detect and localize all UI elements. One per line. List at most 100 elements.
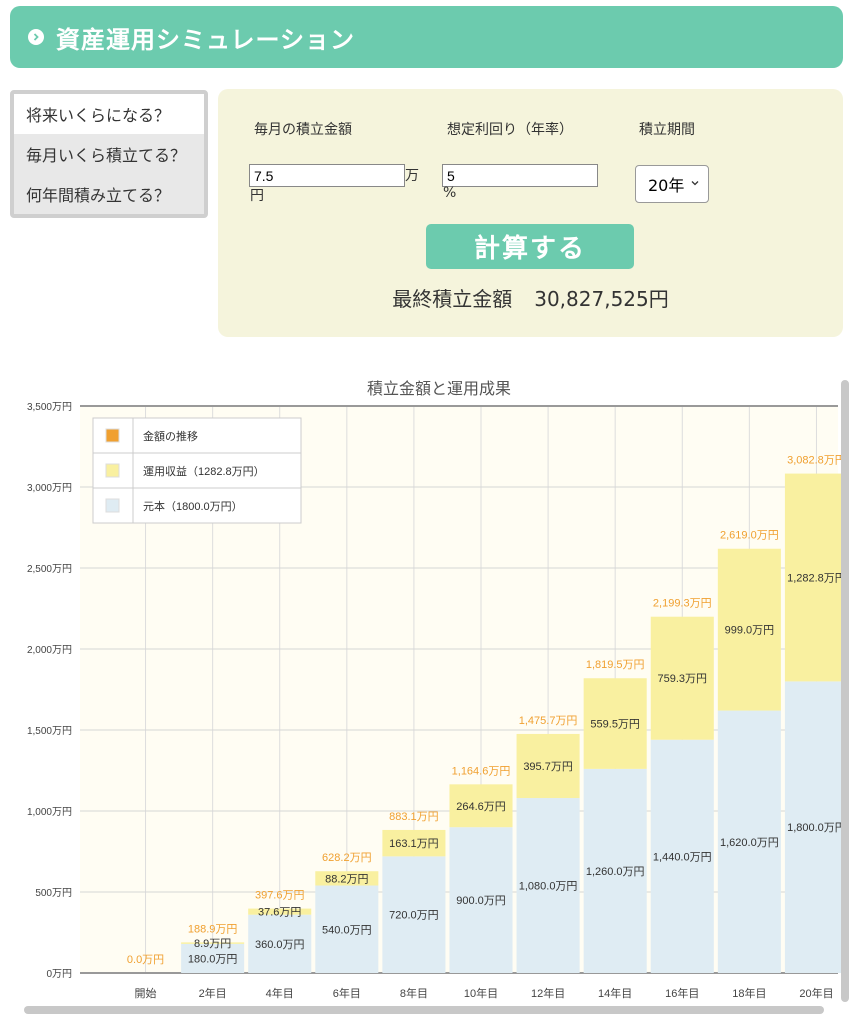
bar-label-principal: 1,800.0万円 [787, 822, 846, 834]
rate-input[interactable] [442, 164, 598, 187]
bar-label-total: 3,082.8万円 [787, 455, 846, 467]
legend-label: 運用収益（1282.8万円） [143, 464, 265, 478]
vertical-scrollbar[interactable] [841, 380, 849, 1002]
x-tick-label: 16年目 [665, 986, 699, 1000]
y-tick-label: 3,500万円 [27, 402, 72, 413]
bar-gain [583, 678, 647, 769]
bar-label-gain: 264.6万円 [456, 801, 506, 813]
bar-principal [181, 943, 245, 973]
tab-period[interactable]: 何年間積み立てる？ [26, 186, 171, 205]
bar-gain [717, 548, 781, 711]
bar-label-total: 1,475.7万円 [519, 715, 578, 727]
period-select-value: 20年 [648, 176, 685, 195]
bar-gain [650, 616, 714, 740]
bar-label-principal: 1,260.0万円 [586, 866, 645, 878]
y-tick-label: 1,000万円 [27, 807, 72, 818]
bar-gain [449, 784, 513, 828]
bar-principal [248, 914, 312, 973]
bar-label-total: 2,619.0万円 [720, 530, 779, 542]
bar-label-principal: 1,440.0万円 [653, 851, 712, 863]
chevron-down-icon [691, 181, 699, 186]
bar-principal [583, 768, 647, 973]
x-tick-label: 6年目 [333, 986, 361, 1000]
page-title: 資産運用シミュレーション [56, 25, 356, 54]
bar-principal [449, 827, 513, 973]
legend-label: 金額の推移 [143, 429, 198, 443]
y-tick-label: 1,500万円 [27, 726, 72, 737]
calculate-button[interactable]: 計算する [426, 224, 634, 269]
result-line: 最終積立金額 30,827,525円 [218, 283, 843, 312]
bar-label-principal: 540.0万円 [322, 924, 372, 936]
legend-box [92, 417, 302, 524]
bar-principal [784, 681, 848, 973]
result-label: 最終積立金額 [392, 287, 513, 311]
y-tick-label: 2,000万円 [27, 645, 72, 656]
bar-principal [717, 710, 781, 973]
chart-container: 積立金額と運用成果 0万円 500万円 1,000万円 1,500万円 2,000万円 2,… [0, 370, 858, 1024]
legend-swatch [105, 428, 120, 443]
x-tick-label: 2年目 [199, 986, 227, 1000]
bar-label-total: 1,819.5万円 [586, 659, 645, 671]
bar-principal [516, 798, 580, 973]
bar-label-total: 883.1万円 [389, 811, 439, 823]
y-tick-label: 2,500万円 [27, 564, 72, 575]
bar-label-total: 2,199.3万円 [653, 598, 712, 610]
legend-label: 元本（1800.0万円） [143, 499, 243, 513]
bar-label-gain: 1,282.8万円 [787, 572, 846, 584]
rate-unit: % [443, 185, 457, 201]
bar-principal [382, 856, 446, 973]
x-tick-label: 8年目 [400, 986, 428, 1000]
result-value: 30,827,525円 [534, 287, 669, 311]
bar-label-total: 0.0万円 [127, 954, 164, 966]
bar-principal [650, 739, 714, 973]
monthly-unit-man: 万 [405, 168, 419, 184]
bar-label-total: 188.9万円 [188, 923, 238, 935]
rate-label: 想定利回り（年率） [447, 122, 573, 138]
bar-label-principal: 720.0万円 [389, 910, 439, 922]
period-select[interactable]: 20年 [635, 165, 709, 203]
page-header: 資産運用シミュレーション [10, 6, 843, 68]
x-tick-label: 18年目 [732, 986, 766, 1000]
tab-monthly-amount[interactable]: 毎月いくら積立てる？ [26, 146, 187, 165]
chart-title: 積立金額と運用成果 [367, 380, 511, 398]
stacked-bar-chart: 積立金額と運用成果 0万円 500万円 1,000万円 1,500万円 2,000万円 2,… [27, 380, 848, 1000]
x-tick-label: 12年目 [531, 986, 565, 1000]
mode-tabs: 将来いくらになる？ 毎月いくら積立てる？ 何年間積み立てる？ [10, 90, 208, 218]
bar-gain [784, 473, 848, 682]
bar-label-gain: 8.9万円 [194, 938, 231, 950]
bar-gain [382, 829, 446, 857]
x-tick-label: 10年目 [464, 986, 498, 1000]
y-tick-label: 500万円 [35, 888, 72, 899]
bar-label-gain: 37.6万円 [258, 907, 301, 919]
simulation-form: 毎月の積立金額 想定利回り（年率） 積立期間 万 円 % 20年 計算する 最終… [218, 89, 843, 337]
bar-label-principal: 180.0万円 [188, 953, 238, 965]
bar-label-total: 397.6万円 [255, 890, 305, 902]
bar-label-principal: 1,080.0万円 [519, 881, 578, 893]
y-tick-label: 0万円 [46, 969, 72, 980]
bar-gain [516, 733, 580, 799]
bar-label-total: 628.2万円 [322, 852, 372, 864]
period-label: 積立期間 [639, 122, 695, 138]
monthly-unit-yen: 円 [250, 188, 264, 204]
bar-principal [315, 885, 379, 973]
y-tick-label: 3,000万円 [27, 483, 72, 494]
bar-label-principal: 1,620.0万円 [720, 837, 779, 849]
bar-label-gain: 759.3万円 [658, 673, 708, 685]
x-tick-label: 開始 [135, 986, 157, 1000]
bar-gain [181, 942, 245, 944]
bar-gain [315, 871, 379, 886]
x-tick-label: 20年目 [799, 986, 833, 1000]
bar-gain [248, 908, 312, 915]
bar-label-principal: 360.0万円 [255, 939, 305, 951]
tab-future-value[interactable]: 将来いくらになる？ [14, 94, 204, 134]
bar-label-gain: 999.0万円 [725, 625, 775, 637]
monthly-amount-input[interactable] [249, 164, 405, 187]
bar-label-gain: 163.1万円 [389, 838, 439, 850]
horizontal-scrollbar[interactable] [24, 1006, 824, 1014]
monthly-amount-label: 毎月の積立金額 [254, 122, 352, 138]
bar-label-principal: 900.0万円 [456, 895, 506, 907]
legend-swatch [105, 463, 120, 478]
bar-label-total: 1,164.6万円 [452, 765, 511, 777]
x-tick-label: 14年目 [598, 986, 632, 1000]
bar-label-gain: 88.2万円 [325, 873, 368, 885]
